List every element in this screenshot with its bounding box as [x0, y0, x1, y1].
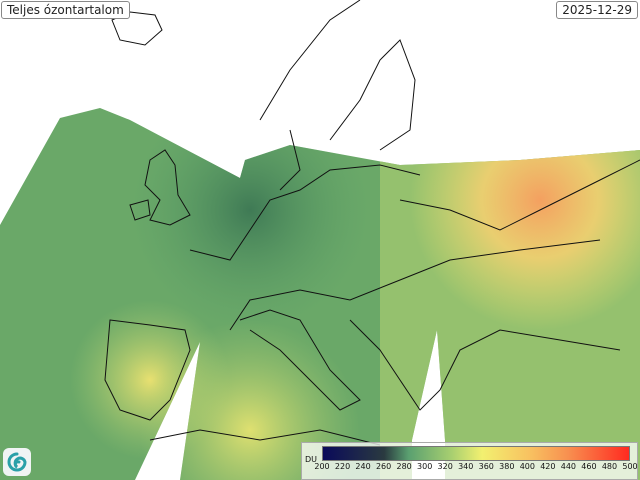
- swirl-logo-icon: [3, 448, 31, 476]
- legend-tick-label: 240: [355, 462, 371, 471]
- legend-tick-label: 260: [375, 462, 392, 471]
- coastlines: [104, 0, 640, 446]
- legend-tick-label: 400: [519, 462, 535, 471]
- legend-tick-label: 300: [417, 462, 433, 471]
- legend-colorbar: [322, 446, 630, 461]
- legend-tick-label: 440: [560, 462, 577, 471]
- legend-tick-label: 460: [581, 462, 597, 471]
- legend-tick-label: 320: [437, 462, 453, 471]
- legend-tick-label: 360: [478, 462, 494, 471]
- legend-tick-label: 480: [601, 462, 618, 471]
- legend-tick-label: 200: [314, 462, 330, 471]
- legend-tick-label: 340: [458, 462, 474, 471]
- color-legend: DU 200 220 240 260 280 300 320 340 360 380 400 420 4…: [301, 442, 638, 480]
- legend-unit: DU: [305, 455, 318, 464]
- date-label: 2025-12-29: [556, 1, 638, 19]
- map-title: Teljes ózontartalom: [1, 1, 130, 19]
- legend-tick-label: 280: [396, 462, 412, 471]
- legend-tick-label: 500: [622, 462, 638, 471]
- legend-tick-label: 380: [499, 462, 515, 471]
- legend-tick-label: 220: [334, 462, 351, 471]
- legend-tick-label: 420: [540, 462, 556, 471]
- legend-ticks: 200 220 240 260 280 300 320 340 360 380 400 420 440 4…: [314, 462, 637, 476]
